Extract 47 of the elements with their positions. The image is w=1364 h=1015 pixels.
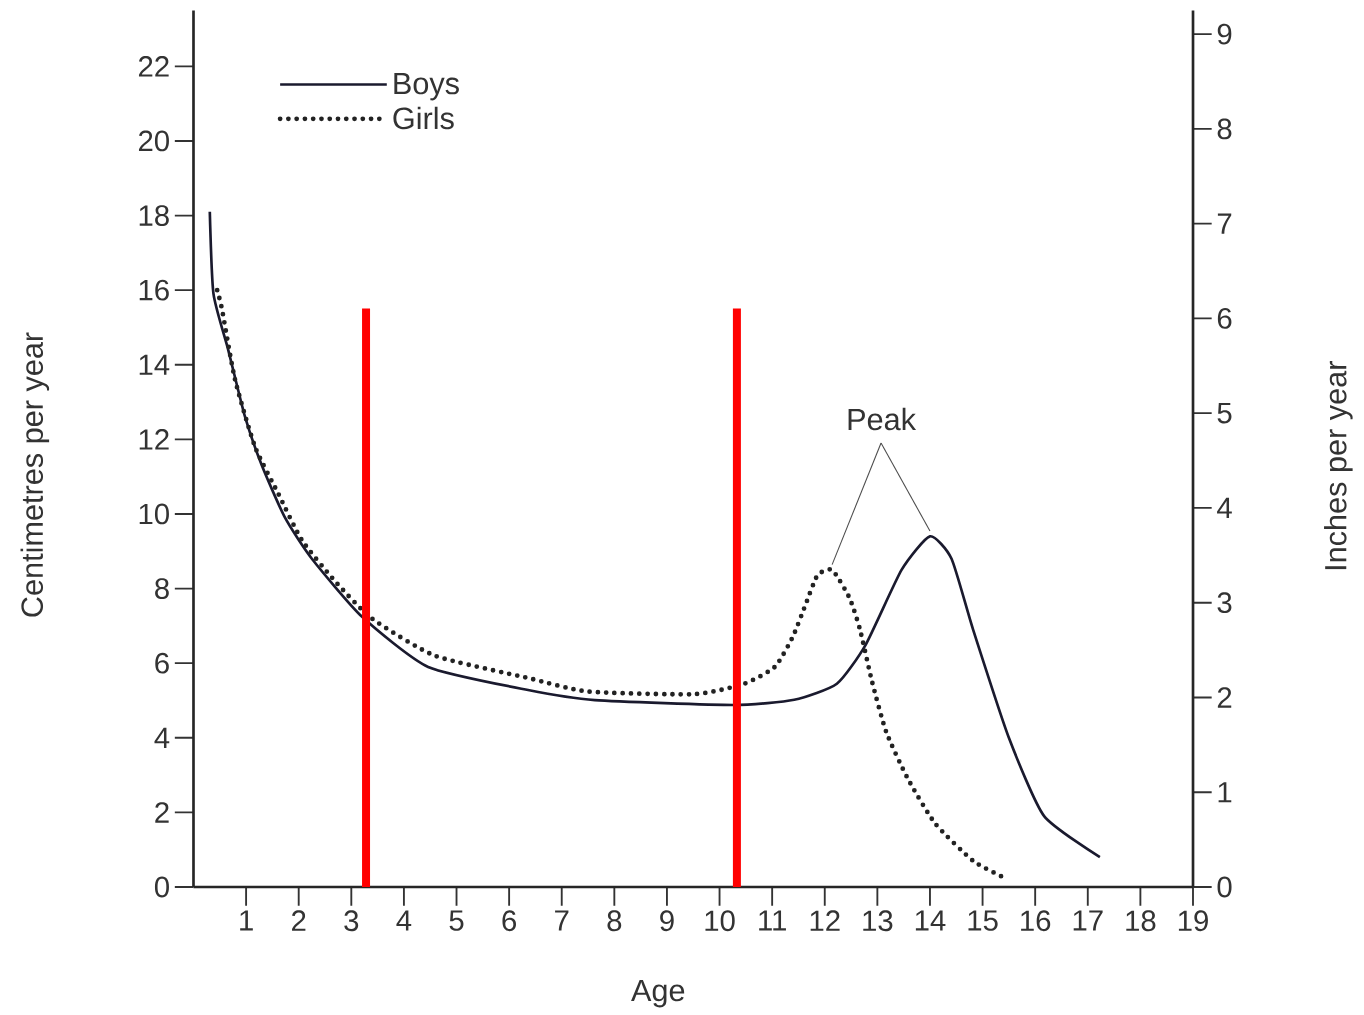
y-tick-label: 22 [138, 56, 169, 77]
y-tick-label: 16 [139, 279, 169, 301]
y-tick-label: 10 [139, 503, 169, 525]
y-tick-label: 12 [139, 429, 169, 450]
y2-tick-label: 6 [1217, 308, 1232, 329]
y-tick-label: 2 [155, 802, 169, 823]
y2-tick-label: 9 [1217, 23, 1232, 45]
y2-tick-label: 5 [1217, 402, 1232, 424]
y-tick-label: 6 [155, 652, 169, 674]
x-tick-label: 16 [1021, 910, 1051, 932]
y2-tick-label: 8 [1217, 118, 1232, 140]
y-axis-title: Centimetres per year [20, 332, 50, 617]
y-tick-label: 4 [154, 727, 170, 748]
x-tick-label: 1 [240, 910, 253, 931]
y-tick-label: 18 [139, 205, 169, 226]
x-tick-label: 5 [449, 910, 464, 931]
x-tick-label: 14 [915, 910, 946, 931]
x-tick-label: 4 [396, 910, 412, 931]
y-tick-label: 20 [138, 130, 169, 152]
x-tick-label: 13 [863, 910, 893, 932]
x-tick-label: 7 [555, 910, 569, 931]
y2-axis-title: Inches per year [1324, 361, 1353, 570]
x-tick-label: 17 [1073, 910, 1103, 931]
x-tick-label: 11 [759, 910, 786, 931]
x-tick-label: 3 [344, 910, 359, 932]
x-tick-label: 18 [1126, 910, 1156, 932]
y2-tick-label: 2 [1217, 687, 1232, 708]
y-tick-label: 0 [154, 876, 169, 898]
x-tick-label: 19 [1178, 910, 1208, 932]
x-tick-label: 12 [810, 910, 840, 931]
x-axis-title: Age [631, 979, 685, 1008]
y2-tick-label: 1 [1218, 782, 1232, 803]
annotation: Peak [848, 407, 917, 431]
x-tick-label: 10 [705, 910, 735, 932]
x-tick-label: 6 [502, 910, 516, 932]
y2-tick-label: 0 [1217, 876, 1232, 898]
y-tick-label: 14 [139, 354, 170, 375]
legend-label: Girls [393, 106, 454, 130]
x-tick-label: 2 [292, 910, 306, 931]
y2-tick-label: 3 [1217, 592, 1232, 614]
y-tick-label: 8 [155, 578, 169, 599]
x-tick-label: 8 [607, 910, 622, 932]
x-tick-label: 15 [968, 910, 998, 931]
y2-tick-label: 4 [1217, 497, 1232, 519]
legend-label: Boys [394, 72, 459, 101]
x-tick-label: 9 [660, 910, 674, 932]
y2-tick-label: 7 [1217, 213, 1232, 234]
